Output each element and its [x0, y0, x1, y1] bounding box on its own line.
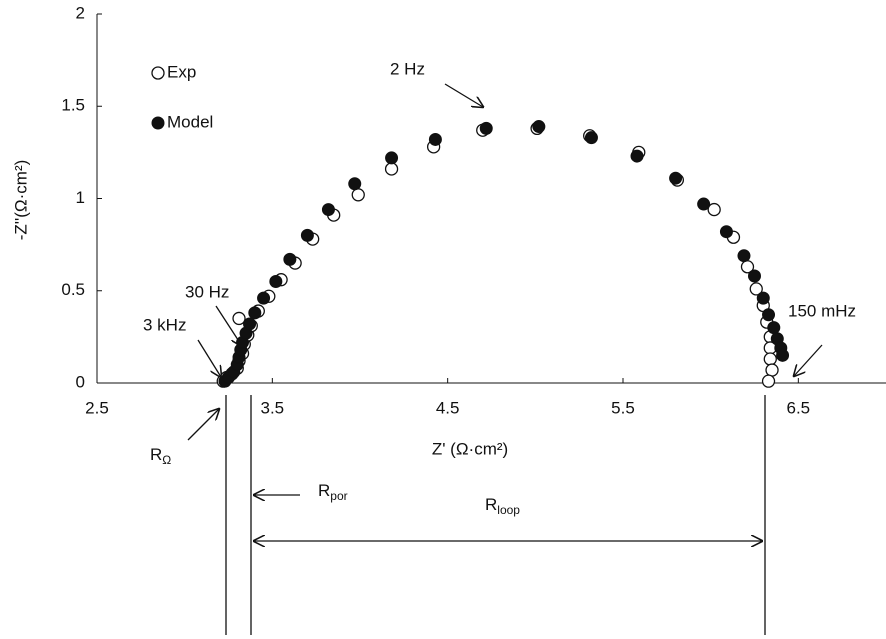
- label-sub: por: [330, 489, 347, 503]
- point: [756, 291, 770, 305]
- x-tick-label: 3.5: [261, 398, 285, 417]
- legend-marker: [151, 116, 165, 130]
- point: [321, 203, 335, 217]
- point: [761, 374, 776, 388]
- point: [269, 275, 283, 289]
- point: [697, 197, 711, 211]
- point: [384, 162, 399, 176]
- point: [428, 132, 442, 146]
- x-tick-label: 6.5: [787, 398, 811, 417]
- x-axis-label: Z' (Ω·cm²): [432, 439, 508, 458]
- point: [749, 282, 763, 296]
- point: [669, 171, 683, 185]
- y-tick-label: 0.5: [61, 280, 85, 299]
- point: [763, 352, 777, 366]
- point: [767, 321, 781, 335]
- legend-marker: [151, 66, 165, 80]
- label-main: R: [318, 481, 330, 500]
- point: [283, 252, 297, 266]
- resistance-label: Rloop: [485, 495, 520, 517]
- legend-label: Model: [167, 112, 213, 131]
- point: [243, 317, 257, 331]
- y-tick-label: 2: [76, 3, 85, 22]
- point: [630, 149, 644, 163]
- point: [385, 151, 399, 165]
- annotation: 3 kHz: [143, 315, 186, 334]
- point: [765, 363, 779, 377]
- point: [748, 269, 761, 283]
- annotation: 2 Hz: [390, 59, 425, 78]
- annotation: 30 Hz: [185, 282, 229, 301]
- point: [737, 249, 751, 263]
- resistance-label: RΩ: [150, 445, 171, 467]
- point: [232, 311, 246, 326]
- label-sub: Ω: [162, 453, 171, 467]
- point: [719, 225, 733, 239]
- arrow: [794, 344, 823, 376]
- point: [584, 131, 598, 145]
- legend-label: Exp: [167, 62, 196, 81]
- label-sub: loop: [497, 503, 520, 517]
- point: [776, 348, 790, 362]
- point: [300, 228, 314, 242]
- point: [762, 308, 776, 322]
- y-tick-label: 0: [76, 372, 85, 391]
- resistance-label: Rpor: [318, 481, 348, 503]
- point: [479, 121, 493, 135]
- arrow: [444, 83, 483, 107]
- label-main: R: [485, 495, 497, 514]
- point: [348, 177, 362, 191]
- annotation: 150 mHz: [788, 301, 856, 320]
- y-axis-label: -Z''(Ω·cm²): [11, 160, 30, 241]
- label-main: R: [150, 445, 162, 464]
- point: [707, 202, 721, 217]
- point: [532, 120, 546, 134]
- y-tick-label: 1: [76, 188, 85, 207]
- point: [248, 306, 262, 320]
- point: [257, 291, 271, 305]
- x-tick-label: 2.5: [85, 398, 109, 417]
- x-tick-label: 4.5: [436, 398, 460, 417]
- x-tick-label: 5.5: [611, 398, 635, 417]
- y-tick-label: 1.5: [61, 96, 85, 115]
- point: [351, 188, 365, 202]
- arrow: [197, 339, 221, 377]
- arrow: [187, 409, 219, 441]
